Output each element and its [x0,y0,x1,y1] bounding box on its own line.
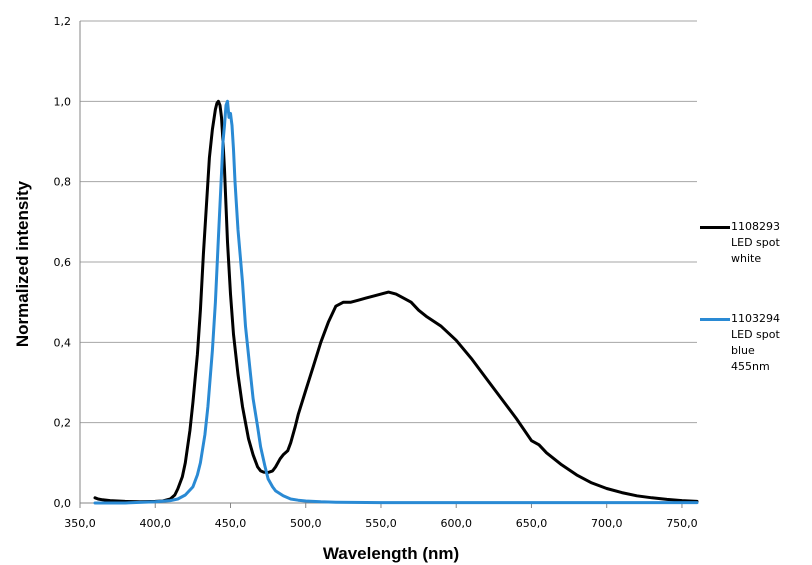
legend-label-white: 1108293 LED spot white [731,220,780,265]
y-axis-title: Normalized intensity [13,180,32,347]
x-tick-label: 650,0 [516,517,548,530]
y-tick-labels: 0,0 0,2 0,4 0,6 0,8 1,0 1,2 [54,15,72,510]
x-tick-label: 750,0 [666,517,698,530]
x-axis-title: Wavelength (nm) [323,544,459,563]
y-tick-label: 0,0 [54,497,72,510]
x-tick-label: 600,0 [440,517,472,530]
x-tick-labels: 350,0 400,0 450,0 500,0 550,0 600,0 650,0 700,0… [64,517,697,530]
y-tick-label: 0,6 [54,256,72,269]
y-tick-label: 1,0 [54,95,72,108]
legend-swatch-white [700,226,730,229]
series-line-1 [93,99,699,505]
x-tick-label: 700,0 [591,517,623,530]
y-tick-label: 1,2 [54,15,72,28]
y-tick-label: 0,8 [54,176,72,189]
gridlines [80,20,697,424]
legend-swatch-blue [700,318,730,321]
legend-label-blue: 1103294 LED spot blue 455nm [731,312,780,373]
x-tick-label: 450,0 [215,517,247,530]
legend-entry-blue: 1103294 LED spot blue 455nm [700,311,812,373]
series-lines [93,99,699,505]
axes [79,21,697,508]
x-tick-label: 550,0 [365,517,397,530]
y-tick-label: 0,2 [54,417,72,430]
legend-entry-white: 1108293 LED spot white [700,219,812,265]
x-tick-label: 500,0 [290,517,322,530]
y-tick-label: 0,4 [54,336,72,349]
x-tick-label: 400,0 [139,517,171,530]
series-line-0 [93,99,699,504]
x-tick-label: 350,0 [64,517,96,530]
